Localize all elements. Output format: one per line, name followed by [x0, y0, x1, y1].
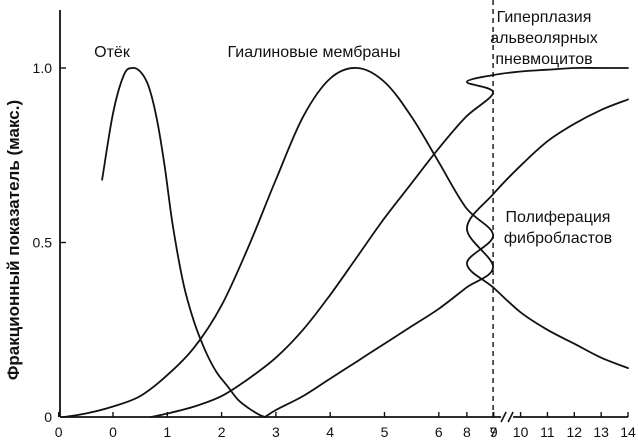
x-tick-label: 3 [272, 424, 280, 440]
x-tick-label: 0 [109, 424, 117, 440]
y-axis-label: Фракционный показатель (макс.) [4, 100, 23, 380]
y-tick-label: 1.0 [33, 60, 53, 76]
x-tick-label: 12 [567, 424, 583, 440]
annotation-pneumocyte-hyperplasia: Гиперплазия альвеолярных пневмоцитов [490, 9, 598, 68]
x-tick-label: 1 [163, 424, 171, 440]
x-tick-label: 13 [593, 424, 609, 440]
axis-break-mark [500, 411, 507, 423]
x-tick-label: 14 [620, 424, 636, 440]
x-tick-label: 2 [218, 424, 226, 440]
chart-curves [63, 66, 629, 418]
x-tick-label: 11 [540, 424, 555, 440]
curve-edema [101, 66, 266, 418]
x-tick-label: 7 [489, 424, 497, 440]
x-tick-label: 10 [513, 424, 529, 440]
y-tick-label: 0 [44, 409, 52, 425]
annotation-line: фибробластов [504, 230, 612, 247]
x-tick-label: 0 [55, 424, 63, 440]
annotation-line: Полиферация [506, 209, 611, 226]
curve-pneumocyte-hyperplasia [150, 66, 629, 418]
chart-annotations: Отёк Гиалиновые мембраны Гиперплазия альвео… [94, 9, 612, 247]
annotation-line: Гиалиновые мембраны [228, 44, 401, 61]
x-tick-label: 4 [326, 424, 334, 440]
x-tick-label: 8 [463, 424, 471, 440]
annotation-line: альвеолярных [490, 30, 598, 47]
y-tick-label: 0.5 [33, 235, 53, 251]
x-tick-label: 5 [381, 424, 389, 440]
annotation-line: Отёк [94, 44, 131, 61]
x-tick-label: 6 [435, 424, 443, 440]
annotation-line: пневмоцитов [495, 51, 592, 68]
axis-break-gap [501, 411, 514, 423]
curve-hyaline-membranes [63, 67, 629, 418]
x-tick-label: 9 [490, 424, 498, 440]
annotation-edema: Отёк [94, 44, 131, 61]
annotation-hyaline-membranes: Гиалиновые мембраны [228, 44, 401, 61]
axis-break-mark [507, 411, 514, 423]
curve-fibroblast-proliferation [264, 98, 629, 418]
annotation-line: Гиперплазия [497, 9, 592, 26]
annotation-fibroblast-proliferation: Полиферация фибробластов [504, 209, 612, 247]
